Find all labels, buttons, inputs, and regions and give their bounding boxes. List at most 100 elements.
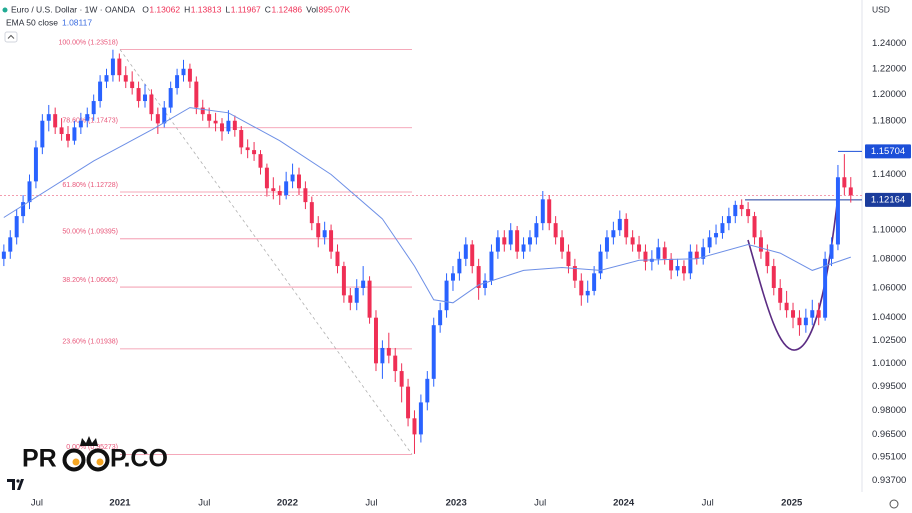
price-label: 1.15704: [871, 146, 905, 157]
candle-body: [46, 114, 51, 121]
tv-logo: [7, 479, 24, 490]
y-tick-label: 1.02500: [872, 335, 906, 346]
candle-body: [797, 317, 802, 326]
candle-body: [842, 177, 847, 188]
plot-area: 100.00% (1.23518) 78.60% (1.17473) 61.80% …: [0, 39, 911, 455]
y-tick-label: 1.10000: [872, 225, 906, 236]
candle-body: [53, 114, 58, 128]
candle-body: [604, 237, 609, 252]
candle-body: [117, 58, 122, 76]
candle-body: [181, 68, 186, 76]
candle-body: [758, 237, 763, 252]
y-tick-label: 0.93700: [872, 475, 906, 486]
fib-label: 61.80% (1.12728): [62, 182, 118, 189]
y-tick-label: 1.04000: [872, 312, 906, 323]
candle-body: [232, 120, 237, 131]
candle-body: [8, 237, 13, 252]
ohlc-letter: C: [265, 4, 271, 14]
symbol: Euro / U.S. Dollar · 1W · OANDA: [11, 4, 136, 14]
y-tick-label: 0.99500: [872, 381, 906, 392]
candle-body: [515, 230, 520, 252]
candle-body: [309, 202, 314, 224]
candle-body: [425, 378, 430, 403]
candle-body: [33, 147, 38, 182]
x-tick-label: 2021: [109, 498, 131, 509]
candle-body: [457, 258, 462, 274]
x-tick-label: Jul: [534, 498, 546, 509]
ema-line: [3, 107, 851, 304]
candle-body: [322, 230, 327, 238]
volume-value: 895.07K: [319, 4, 351, 14]
candle-body: [694, 251, 699, 259]
candle-body: [624, 218, 629, 238]
candle-body: [540, 199, 545, 224]
candle-body: [14, 216, 19, 238]
candle-body: [130, 81, 135, 89]
candle-body: [207, 114, 212, 121]
candle-body: [98, 81, 103, 102]
candle-body: [258, 154, 263, 168]
candle-body: [803, 317, 808, 326]
candle-body: [791, 310, 796, 318]
candle-body: [502, 237, 507, 245]
candle-body: [1, 251, 6, 259]
candle-body: [175, 75, 180, 89]
x-tick-label: 2024: [613, 498, 635, 509]
y-tick-label: 1.08000: [872, 253, 906, 264]
y-tick-label: 0.98000: [872, 405, 906, 416]
tv-logo-part: [7, 479, 15, 490]
candle-body: [27, 181, 32, 203]
price-label: 1.12164: [871, 194, 905, 205]
x-tick-label: Jul: [702, 498, 714, 509]
ohlc-legend: O 1.13062 H 1.13813 L 1.11967 C 1.12486 Vol 895.0…: [142, 4, 350, 14]
candle-body: [733, 204, 738, 217]
fib-label: 23.60% (1.01938): [62, 339, 118, 346]
candle-body: [643, 251, 648, 262]
candle-body: [373, 317, 378, 364]
ohlc-value: 1.13813: [191, 4, 222, 14]
logo-text: P.CO: [110, 445, 168, 473]
ohlc-value: 1.13062: [149, 4, 180, 14]
ohlc-value: 1.12486: [271, 4, 302, 14]
y-tick-label: 1.18000: [872, 115, 906, 126]
candle-body: [329, 230, 334, 252]
candle-body: [630, 237, 635, 245]
candle-body: [123, 75, 128, 82]
candle-body: [264, 167, 269, 189]
candle-body: [354, 287, 359, 303]
collapse-button[interactable]: [4, 31, 18, 43]
ohlc-letter: L: [225, 4, 230, 14]
candle-body: [143, 94, 147, 102]
candle-body: [823, 258, 828, 318]
candle-body: [194, 81, 199, 108]
candle-body: [656, 247, 661, 259]
x-tick-label: Jul: [365, 498, 377, 509]
logo-text: PR: [22, 445, 57, 473]
cup-pattern: [747, 195, 839, 351]
candle-body: [579, 280, 584, 296]
settings-button[interactable]: [889, 499, 899, 509]
candle-body: [527, 237, 532, 245]
candle-body: [412, 418, 417, 435]
x-tick-label: 2022: [277, 498, 298, 509]
candle-body: [662, 247, 667, 259]
candle-body: [470, 244, 475, 267]
candle-body: [611, 230, 616, 238]
price-label-box: [865, 144, 911, 159]
candle-body: [483, 280, 488, 288]
fib-label: 38.20% (1.06062): [62, 277, 118, 284]
candle-body: [746, 209, 751, 217]
x-tick-label: Jul: [31, 498, 43, 509]
candle-body: [720, 223, 725, 234]
candle-body: [245, 147, 250, 151]
candle-body: [701, 247, 706, 259]
fib-trend: [119, 49, 413, 455]
candle-body: [284, 181, 289, 196]
candle-body: [393, 355, 398, 372]
candle-body: [418, 402, 423, 435]
y-tick-label: 0.96500: [872, 429, 906, 440]
candle-body: [226, 120, 231, 132]
candle-body: [213, 120, 218, 124]
candle-body: [637, 244, 642, 252]
